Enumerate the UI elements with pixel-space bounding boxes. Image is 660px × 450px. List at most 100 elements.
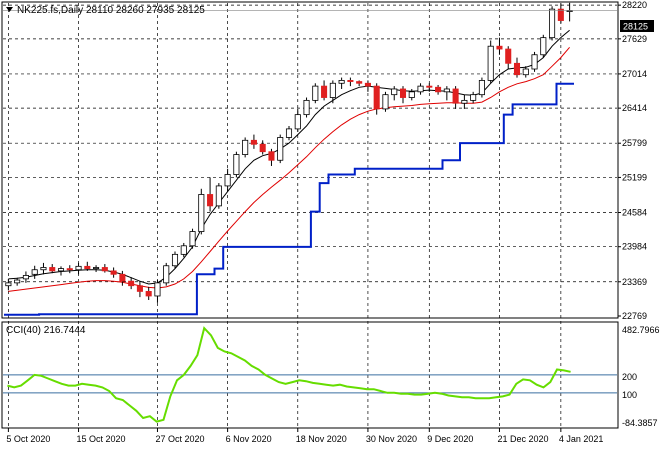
time-tick-label: 18 Nov 2020 <box>296 434 347 444</box>
price-tick-label: 22769 <box>622 311 647 321</box>
time-tick-label: 9 Dec 2020 <box>427 434 473 444</box>
time-tick-label: 27 Oct 2020 <box>155 434 204 444</box>
candle-body <box>461 99 468 104</box>
candle-body <box>505 48 512 64</box>
candle-body <box>128 280 135 287</box>
candle <box>557 3 564 24</box>
candle-body <box>452 88 459 104</box>
candle <box>399 86 407 104</box>
candle-body <box>347 80 354 82</box>
time-axis: 5 Oct 2020 15 Oct 2020 27 Oct 2020 6 Nov 20… <box>6 428 603 444</box>
candle-body <box>478 80 485 96</box>
candle-body <box>408 91 415 98</box>
candle-body <box>364 82 371 87</box>
candle-body <box>207 194 214 207</box>
candle-body <box>101 267 108 272</box>
candle <box>163 262 170 286</box>
symbol-label: NK225.fs,Daily <box>17 5 83 16</box>
candle-body <box>75 265 82 271</box>
time-tick-label: 30 Nov 2020 <box>366 434 417 444</box>
candle <box>435 84 442 95</box>
candle-body <box>277 137 284 161</box>
candle <box>250 134 257 149</box>
candle <box>408 88 415 101</box>
candle-body <box>154 282 161 297</box>
candle-body <box>180 245 187 255</box>
ma-slow-line <box>8 46 570 292</box>
candle <box>329 80 336 104</box>
candle <box>66 265 73 274</box>
candle <box>154 280 161 303</box>
candle <box>14 277 21 286</box>
candle <box>171 251 179 269</box>
candle <box>75 262 82 275</box>
candle <box>531 51 538 72</box>
candle-body <box>426 85 433 88</box>
candle <box>57 266 65 276</box>
candle-body <box>189 231 196 247</box>
candle <box>277 134 284 164</box>
candle-body <box>5 282 12 287</box>
time-tick-label: 5 Oct 2020 <box>6 434 50 444</box>
candle-body <box>435 86 442 93</box>
candle-body <box>443 88 450 93</box>
cci-series <box>7 326 571 423</box>
candle <box>303 97 310 118</box>
candle-body <box>382 94 389 110</box>
candle <box>268 148 275 166</box>
price-tick-label: 25799 <box>622 138 647 148</box>
candle-body <box>145 291 152 297</box>
candle <box>136 281 143 298</box>
candle <box>470 91 477 104</box>
time-tick-label: 6 Nov 2020 <box>226 434 272 444</box>
candle-body <box>522 68 529 76</box>
candle <box>487 40 494 84</box>
candle <box>505 46 512 70</box>
candle <box>224 168 231 192</box>
candle-body <box>163 265 170 284</box>
ohlc-readout: 28110 28260 27935 28125 <box>86 5 205 16</box>
candle-body <box>84 265 91 270</box>
candle-body <box>250 139 257 145</box>
candle <box>461 94 468 109</box>
candle-body <box>540 37 547 56</box>
price-tick-label: 27629 <box>622 34 647 44</box>
candle <box>22 271 29 283</box>
price-tick-label: 24584 <box>622 207 647 217</box>
candle-body <box>31 269 38 275</box>
triangle-down-icon[interactable] <box>6 7 13 12</box>
candle-body <box>49 267 56 272</box>
price-tick-label: 26414 <box>622 103 647 113</box>
price-tick-label: 23369 <box>622 277 647 287</box>
candle <box>215 183 222 209</box>
candle <box>364 80 371 92</box>
candle <box>496 37 503 55</box>
time-tick-label: 4 Jan 2021 <box>559 434 604 444</box>
candle <box>549 6 556 41</box>
candle <box>321 80 328 101</box>
time-tick-label: 15 Oct 2020 <box>77 434 126 444</box>
candle <box>31 265 38 279</box>
time-tick-label: 21 Dec 2020 <box>497 434 548 444</box>
candle-body <box>391 88 398 96</box>
candle-body <box>224 174 231 187</box>
candle-body <box>136 285 143 292</box>
candle-body <box>285 128 293 138</box>
candle-body <box>513 62 521 76</box>
candle-body <box>294 114 301 130</box>
candle-body <box>119 273 126 282</box>
candle <box>189 228 196 249</box>
candle-body <box>329 82 336 98</box>
candle <box>426 83 433 92</box>
candle <box>522 66 529 78</box>
price-tick-label: 23984 <box>622 242 647 252</box>
candle <box>452 86 459 109</box>
cci-level-200-label: 200 <box>622 372 637 382</box>
candle <box>84 261 91 271</box>
candle-body <box>338 80 345 84</box>
candle <box>294 108 301 132</box>
candle <box>443 86 450 101</box>
candle <box>119 270 126 286</box>
current-price-label: 28125 <box>623 22 648 32</box>
candle <box>110 267 117 278</box>
